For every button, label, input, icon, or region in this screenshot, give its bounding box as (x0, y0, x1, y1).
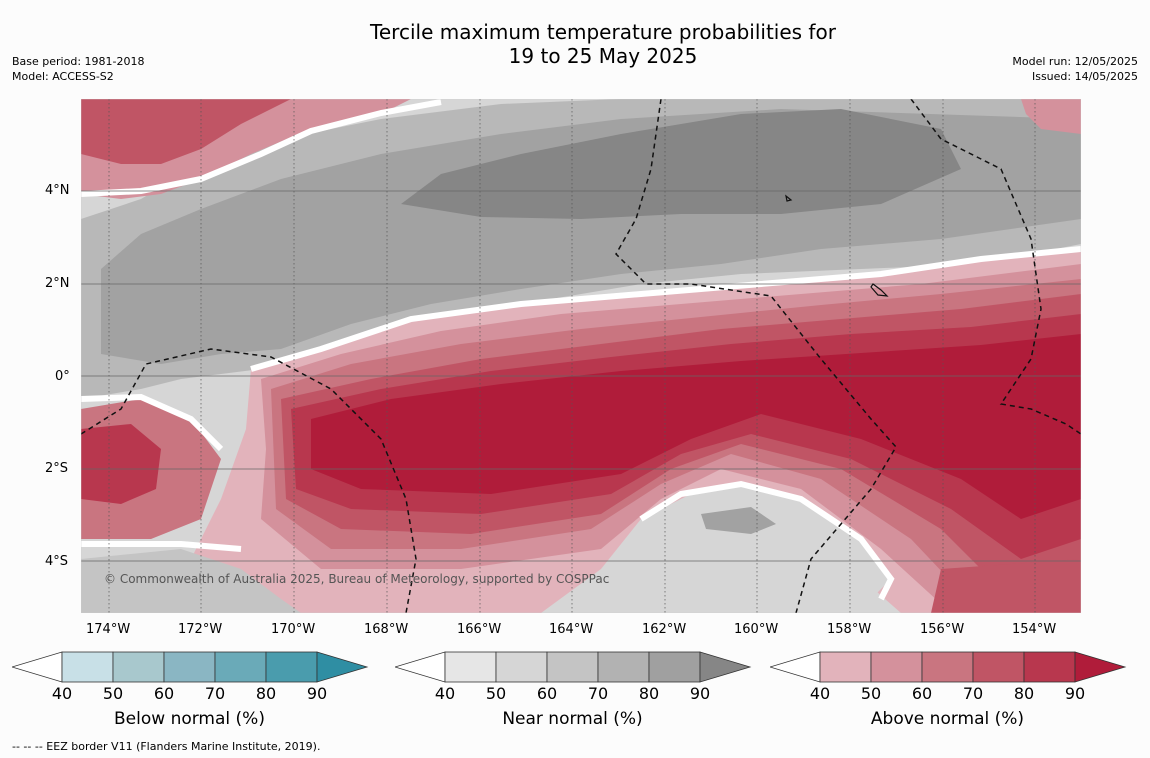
colorbar-segment (1023, 651, 1076, 683)
probability-map (81, 99, 1081, 613)
copyright-text: © Commonwealth of Australia 2025, Bureau… (104, 572, 610, 586)
above-normal-left-core (81, 424, 161, 504)
colorbar-segment (597, 651, 650, 683)
colorbar-segment (972, 651, 1025, 683)
colorbar-tick-label: 70 (587, 684, 609, 703)
colorbar-segment (214, 651, 267, 683)
x-tick-label: 170°W (271, 622, 316, 637)
colorbar-extend-high (699, 651, 752, 683)
x-tick-label: 168°W (364, 622, 409, 637)
y-tick-label: 4°S (45, 554, 69, 569)
y-tick-label: 4°N (45, 183, 70, 198)
colorbar-label: Below normal (%) (114, 709, 265, 729)
colorbar-tick-label: 60 (536, 684, 558, 703)
island-outlines (785, 194, 889, 297)
above-normal-90-region (311, 334, 1081, 519)
colorbar-extend-high (1074, 651, 1127, 683)
eez-border-lines (81, 99, 1081, 613)
colorbar-segment (112, 651, 165, 683)
colorbar-segment (921, 651, 974, 683)
colorbar-tick-label: 50 (485, 684, 507, 703)
x-tick-label: 164°W (549, 622, 594, 637)
colorbar-tick-label: 80 (255, 684, 277, 703)
colorbar-segment (444, 651, 497, 683)
x-tick-label: 158°W (827, 622, 872, 637)
eez-legend-footer: -- -- -- EEZ border V11 (Flanders Marine… (12, 740, 321, 753)
x-tick-label: 160°W (734, 622, 779, 637)
model-run: Model run: 12/05/2025 (1012, 55, 1138, 68)
x-tick-label: 156°W (920, 622, 965, 637)
longitude-grid (108, 99, 1036, 613)
colorbar-tick-label: 70 (962, 684, 984, 703)
colorbar-segment (546, 651, 599, 683)
colorbar-tick-label: 90 (306, 684, 328, 703)
colorbar-segment (265, 651, 318, 683)
colorbar-tick-label: 50 (102, 684, 124, 703)
colorbar-extend-low (770, 651, 821, 683)
issued-date: Issued: 14/05/2025 (1031, 70, 1138, 83)
latitude-grid (81, 190, 1081, 562)
colorbar-extend-high (316, 651, 369, 683)
above-normal-topleft-core (81, 99, 291, 164)
chart-title-line2: 19 to 25 May 2025 (508, 44, 698, 68)
colorbar-tick-label: 60 (911, 684, 933, 703)
colorbar-label: Near normal (%) (502, 709, 643, 729)
near-normal-bottom-left (81, 549, 301, 613)
colorbar-label: Above normal (%) (870, 709, 1025, 729)
colorbar-1 (395, 651, 752, 683)
colorbar-2 (770, 651, 1127, 683)
y-tick-label: 2°N (45, 276, 70, 291)
colorbar-tick-label: 90 (689, 684, 711, 703)
colorbar-tick-label: 90 (1064, 684, 1086, 703)
x-tick-label: 154°W (1012, 622, 1057, 637)
colorbar-segment (163, 651, 216, 683)
colorbar-extend-low (12, 651, 63, 683)
colorbar-tick-label: 60 (153, 684, 175, 703)
chart-title-line1: Tercile maximum temperature probabilitie… (370, 20, 836, 44)
colorbar-0 (12, 651, 369, 683)
colorbar-segment (870, 651, 923, 683)
above-normal-topright-region (1021, 99, 1081, 134)
colorbar-tick-label: 40 (434, 684, 456, 703)
base-period: Base period: 1981-2018 (12, 55, 145, 68)
y-tick-label: 0° (55, 369, 70, 384)
y-tick-label: 2°S (45, 461, 69, 476)
x-tick-label: 166°W (457, 622, 502, 637)
colorbar-tick-label: 50 (860, 684, 882, 703)
x-tick-label: 162°W (642, 622, 687, 637)
x-tick-label: 174°W (86, 622, 131, 637)
colorbar-segment (495, 651, 548, 683)
colorbar-tick-label: 40 (51, 684, 73, 703)
x-tick-label: 172°W (178, 622, 223, 637)
colorbar-tick-label: 80 (1013, 684, 1035, 703)
model-name: Model: ACCESS-S2 (12, 70, 114, 83)
colorbar-tick-label: 40 (809, 684, 831, 703)
above-normal-bottomright-region (931, 559, 1081, 613)
near-normal-80-region (401, 109, 961, 219)
colorbar-extend-low (395, 651, 446, 683)
colorbar-segment (61, 651, 114, 683)
colorbar-segment (648, 651, 701, 683)
colorbar-tick-label: 70 (204, 684, 226, 703)
colorbar-tick-label: 80 (638, 684, 660, 703)
colorbar-segment (819, 651, 872, 683)
